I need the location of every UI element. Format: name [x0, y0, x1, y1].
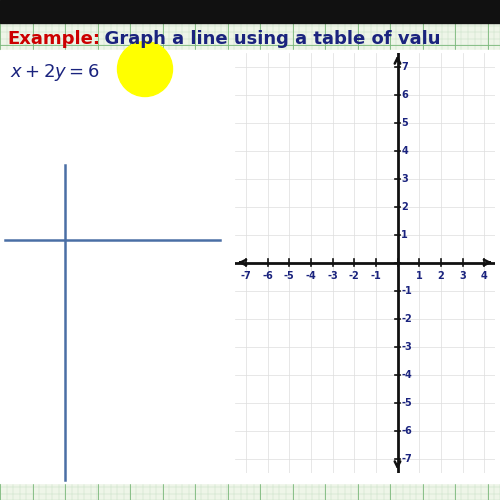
Text: -4: -4 — [306, 271, 316, 281]
Bar — [228, 50, 500, 482]
Text: 4: 4 — [402, 146, 408, 156]
Text: -2: -2 — [402, 314, 412, 324]
Text: -7: -7 — [402, 454, 412, 464]
Text: 5: 5 — [402, 118, 408, 128]
Text: -3: -3 — [327, 271, 338, 281]
Text: -3: -3 — [402, 342, 412, 351]
Text: -1: -1 — [402, 286, 412, 296]
Text: -5: -5 — [284, 271, 294, 281]
Text: -1: -1 — [370, 271, 381, 281]
Text: $x + 2y = 6$: $x + 2y = 6$ — [10, 62, 100, 83]
Bar — [0, 0, 500, 22]
Text: 1: 1 — [416, 271, 422, 281]
Text: -6: -6 — [262, 271, 273, 281]
Text: -5: -5 — [402, 398, 412, 407]
Text: 2: 2 — [438, 271, 444, 281]
Bar — [0, 50, 228, 482]
Text: -6: -6 — [402, 426, 412, 436]
Text: 3: 3 — [402, 174, 408, 184]
Text: -4: -4 — [402, 370, 412, 380]
Circle shape — [118, 42, 172, 96]
Text: -7: -7 — [240, 271, 251, 281]
Text: 1: 1 — [402, 230, 408, 239]
Text: Example:: Example: — [8, 30, 100, 48]
Text: -2: -2 — [349, 271, 360, 281]
Text: 6: 6 — [402, 90, 408, 100]
Text: 7: 7 — [402, 62, 408, 72]
Text: 2: 2 — [402, 202, 408, 211]
Text: 4: 4 — [481, 271, 488, 281]
Text: 3: 3 — [459, 271, 466, 281]
Text: Graph a line using a table of valu: Graph a line using a table of valu — [92, 30, 441, 48]
